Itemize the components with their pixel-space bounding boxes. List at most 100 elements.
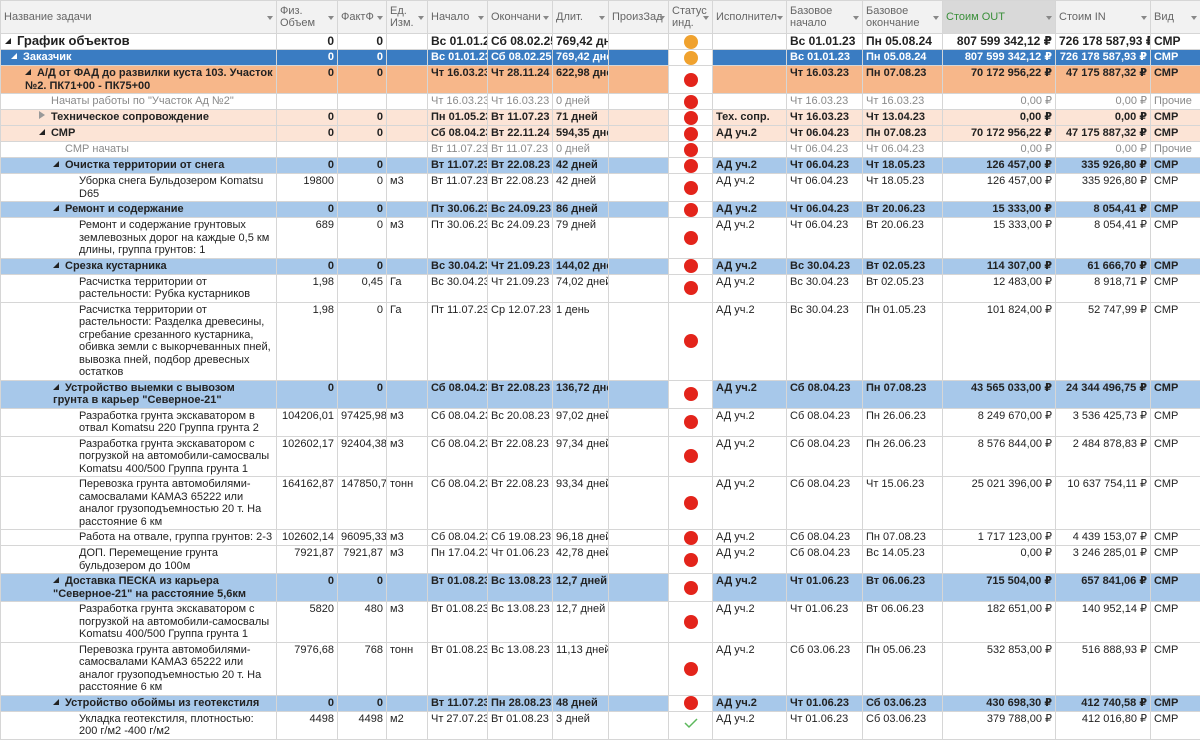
cell-text: 715 504,00 ₽ <box>986 575 1052 587</box>
expand-toggle[interactable] <box>25 69 31 75</box>
cell <box>387 94 428 110</box>
column-header[interactable]: Стоим OUT <box>943 1 1056 34</box>
cell: 140 952,14 ₽ <box>1056 602 1151 643</box>
cell: 0,00 ₽ <box>1056 142 1151 158</box>
cell: Пн 07.08.23 <box>863 66 943 94</box>
filter-arrow[interactable] <box>853 16 859 20</box>
column-header[interactable]: Длит. <box>553 1 609 34</box>
column-header[interactable]: Статус инд. <box>669 1 713 34</box>
cell: Сб 08.04.23 <box>787 380 863 408</box>
task-row[interactable]: Начаты работы по "Участок Ад №2"Чт 16.03… <box>1 94 1200 110</box>
filter-arrow[interactable] <box>703 16 709 20</box>
expand-toggle[interactable] <box>39 129 45 135</box>
expand-toggle[interactable] <box>53 577 59 583</box>
cell-text: 0 дней <box>556 143 590 155</box>
cell-text: 0 <box>377 260 383 272</box>
column-header[interactable]: Исполнител <box>713 1 787 34</box>
task-row[interactable]: Разработка грунта экскаватором в отвал K… <box>1 408 1200 436</box>
cell-text: 12,7 дней <box>556 603 605 615</box>
cell: СМР <box>1151 274 1200 302</box>
task-row[interactable]: Укладка геотекстиля, плотностью: 200 г/м… <box>1 711 1200 739</box>
filter-arrow[interactable] <box>1141 16 1147 20</box>
task-row[interactable]: Перевозка грунта автомобилями-самосвалам… <box>1 477 1200 530</box>
cell: 3 536 425,73 ₽ <box>1056 408 1151 436</box>
task-row[interactable]: ДОП. Перемещение грунта бульдозером до 1… <box>1 546 1200 574</box>
expand-toggle[interactable] <box>39 111 45 119</box>
column-header[interactable]: Базовое начало <box>787 1 863 34</box>
cell-text: 0 <box>376 34 383 48</box>
filter-arrow[interactable] <box>659 16 665 20</box>
expand-toggle[interactable] <box>53 205 59 211</box>
cell-text: 8 249 670,00 ₽ <box>978 410 1052 422</box>
cell <box>669 142 713 158</box>
task-row[interactable]: Ремонт и содержание грунтовых землевозны… <box>1 218 1200 259</box>
column-header[interactable]: ФактФ <box>338 1 387 34</box>
column-header[interactable]: Начало <box>428 1 488 34</box>
cell: 689 <box>277 218 338 259</box>
task-row[interactable]: Расчистка территории от растельности: Ру… <box>1 274 1200 302</box>
cell <box>669 602 713 643</box>
cell-text: 93,34 дней <box>556 478 609 490</box>
cell-text: 19800 <box>303 175 334 187</box>
column-header[interactable]: Ед. Изм. <box>387 1 428 34</box>
filter-arrow[interactable] <box>478 16 484 20</box>
column-header[interactable]: Название задачи <box>1 1 277 34</box>
cell <box>609 642 669 695</box>
cell-text: 25 021 396,00 ₽ <box>972 478 1052 490</box>
expand-toggle[interactable] <box>53 262 59 268</box>
cell <box>609 158 669 174</box>
expand-toggle[interactable] <box>53 384 59 390</box>
cell <box>609 302 669 380</box>
task-row[interactable]: Устройство выемки с вывозом грунта в кар… <box>1 380 1200 408</box>
cell-text: м2 <box>390 713 404 725</box>
column-header[interactable]: Физ. Объем <box>277 1 338 34</box>
filter-arrow[interactable] <box>377 16 383 20</box>
cell <box>387 66 428 94</box>
filter-arrow[interactable] <box>933 16 939 20</box>
column-header[interactable]: ПроизЗад <box>609 1 669 34</box>
task-row[interactable]: А/Д от ФАД до развилки куста 103. Участо… <box>1 66 1200 94</box>
column-header[interactable]: Стоим IN <box>1056 1 1151 34</box>
expand-toggle[interactable] <box>5 38 11 44</box>
filter-arrow[interactable] <box>328 16 334 20</box>
filter-arrow[interactable] <box>267 16 273 20</box>
filter-arrow[interactable] <box>599 16 605 20</box>
filter-arrow[interactable] <box>1046 16 1052 20</box>
filter-arrow[interactable] <box>1191 16 1197 20</box>
status-dot <box>684 531 698 545</box>
cell <box>387 50 428 66</box>
cell-text: Пн 07.08.23 <box>866 67 926 79</box>
column-header[interactable]: Окончани <box>488 1 553 34</box>
cell-text: 0 <box>377 382 383 394</box>
expand-toggle[interactable] <box>53 161 59 167</box>
expand-toggle[interactable] <box>11 53 17 59</box>
task-row[interactable]: Разработка грунта экскаватором с погрузк… <box>1 602 1200 643</box>
task-row[interactable]: Расчистка территории от растельности: Ра… <box>1 302 1200 380</box>
cell: 102602,14 <box>277 530 338 546</box>
cell: СМР <box>1151 158 1200 174</box>
task-row[interactable]: Доставка ПЕСКА из карьера "Северное-21" … <box>1 574 1200 602</box>
cell: АД уч.2 <box>713 274 787 302</box>
task-row[interactable]: Перевозка грунта автомобилями-самосвалам… <box>1 642 1200 695</box>
column-header[interactable]: Вид <box>1151 1 1200 34</box>
expand-toggle[interactable] <box>53 699 59 705</box>
cell: 726 178 587,93 ₽ <box>1056 34 1151 50</box>
filter-arrow[interactable] <box>418 16 424 20</box>
column-header[interactable]: Базовое окончание <box>863 1 943 34</box>
cell-text: АД уч.2 <box>716 260 757 272</box>
filter-arrow[interactable] <box>777 16 783 20</box>
filter-arrow[interactable] <box>543 16 549 20</box>
cell-text: Чт 16.03.23 <box>790 95 848 107</box>
task-row[interactable]: Разработка грунта экскаватором с погрузк… <box>1 436 1200 477</box>
